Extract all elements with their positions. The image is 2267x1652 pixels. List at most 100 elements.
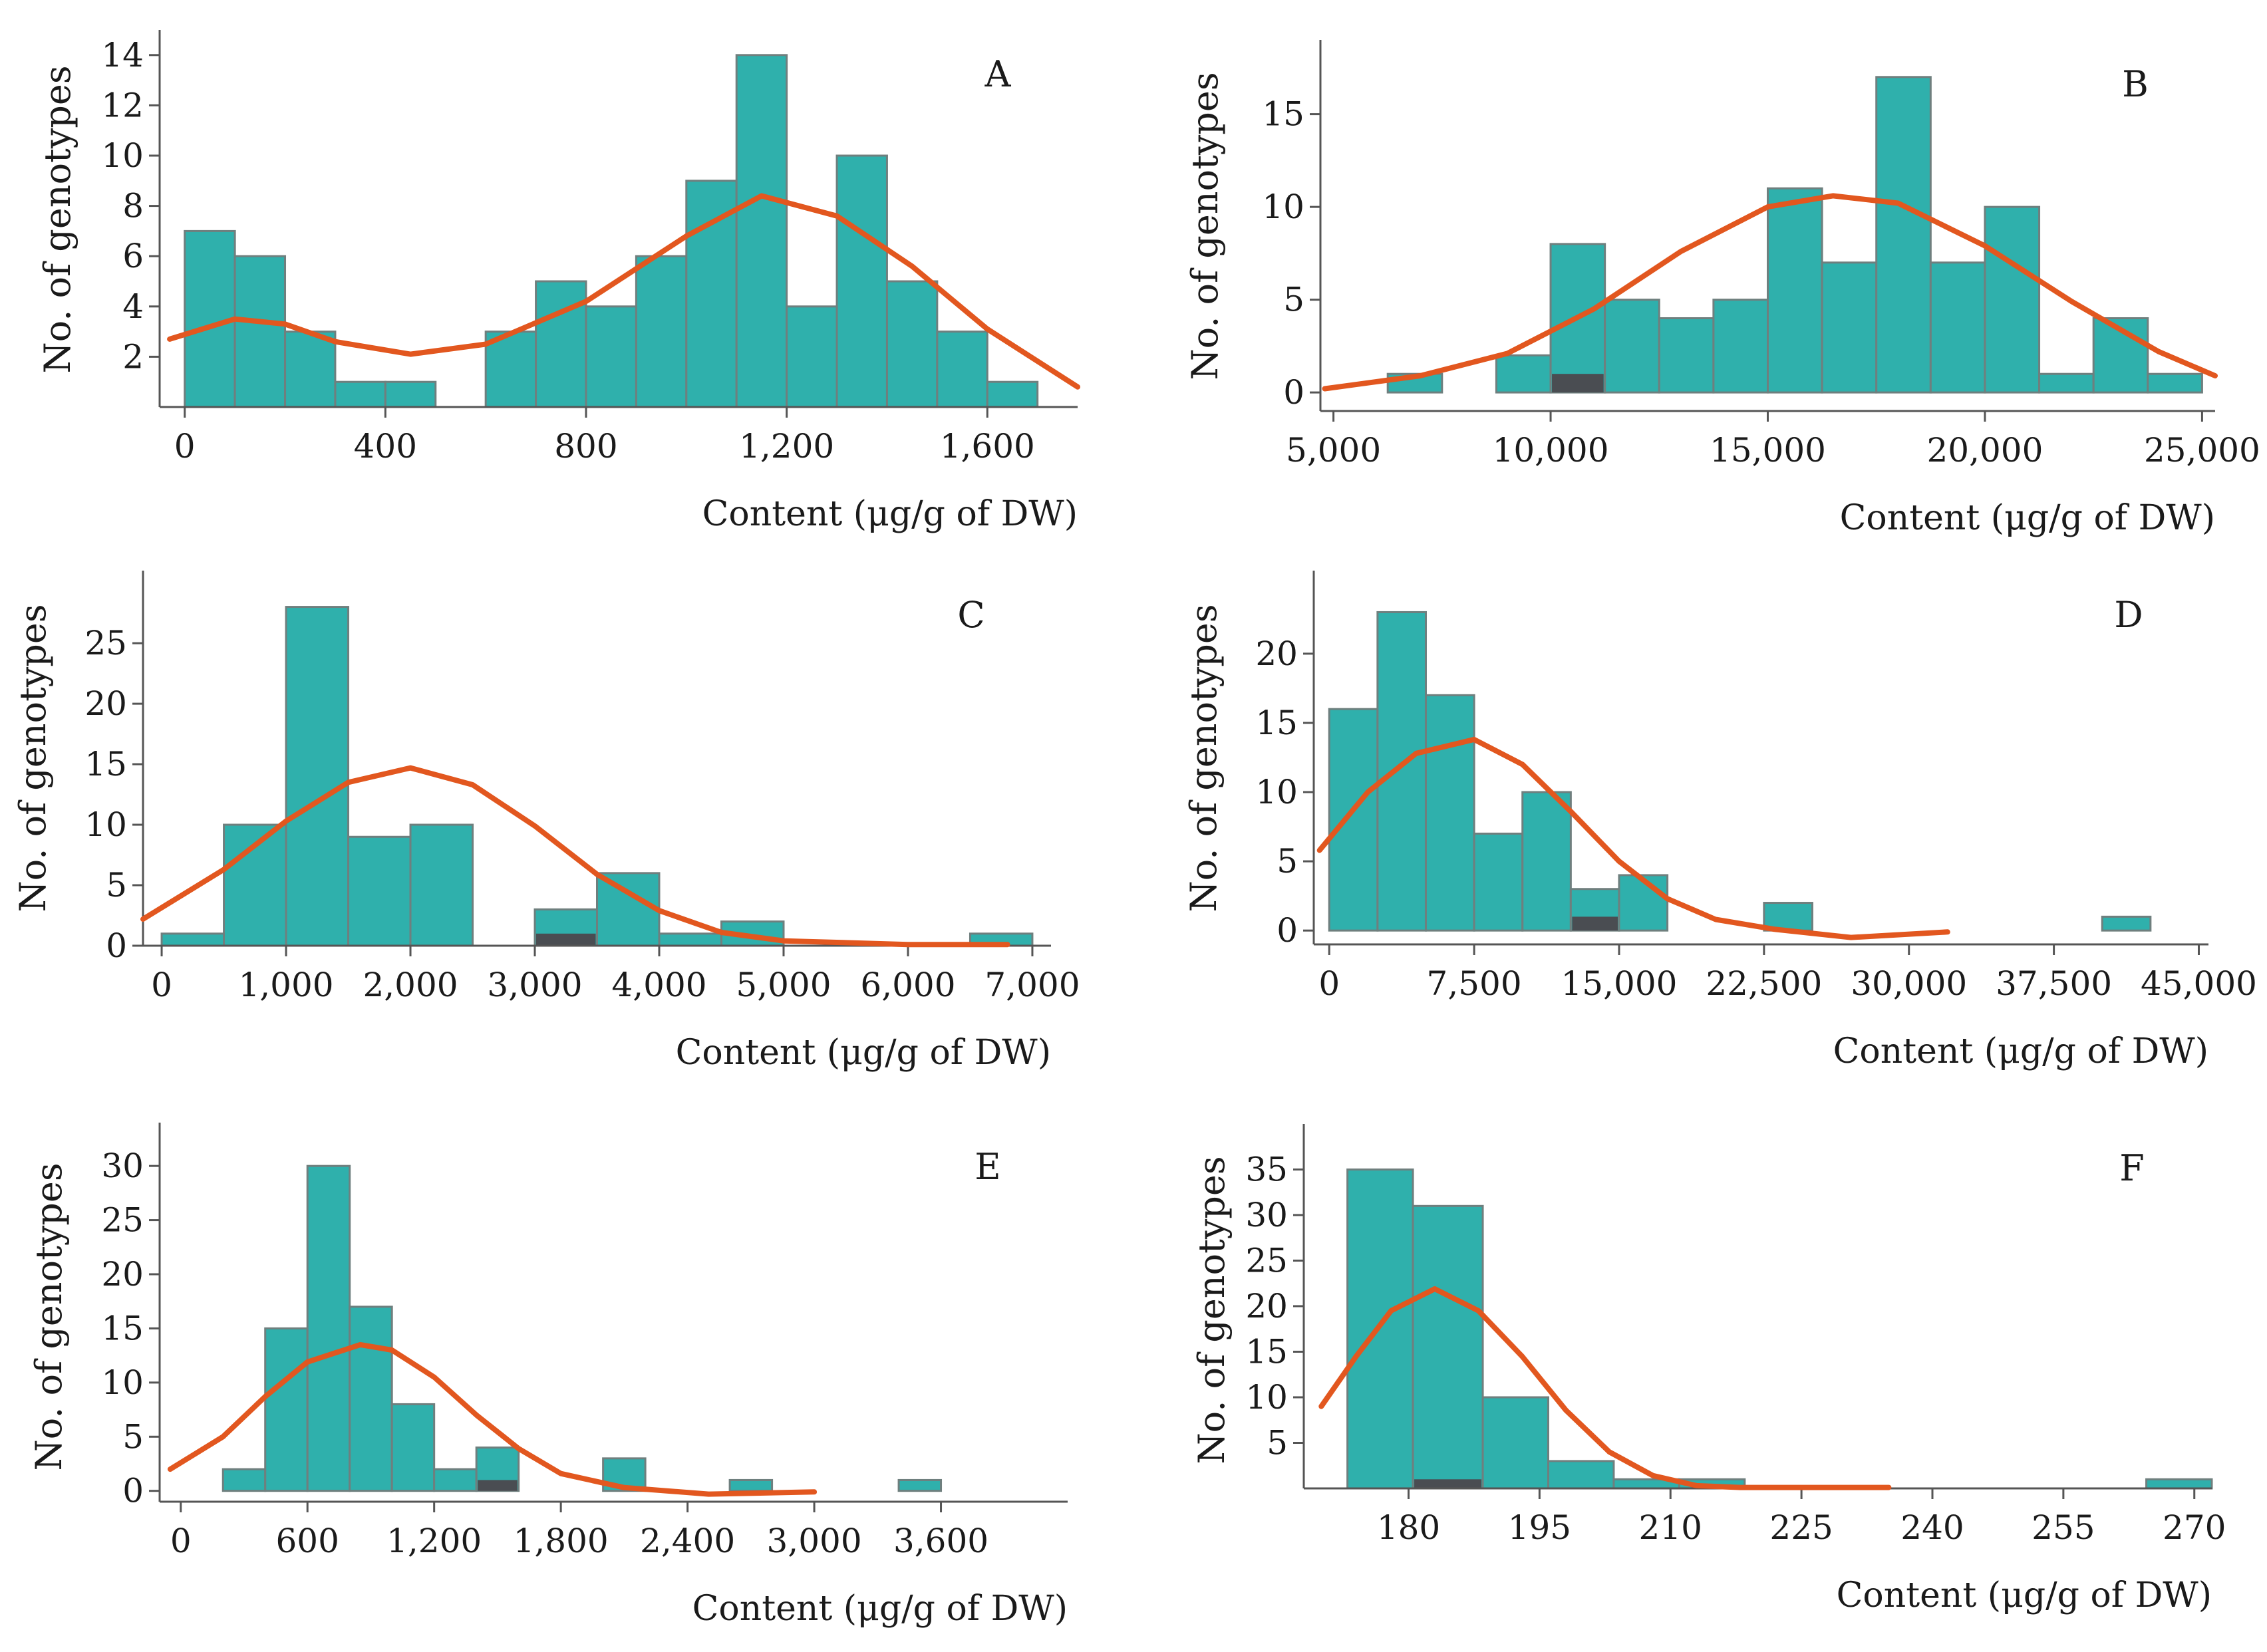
panel-f-y-tick-label: 25 bbox=[1245, 1242, 1288, 1280]
panel-f-x-tick-label: 180 bbox=[1377, 1508, 1440, 1547]
panel-a: 2 4 6 8 10 12 14 0 400 800 1,200 1,600 Content (μg/g… bbox=[37, 30, 1080, 534]
panel-c-x-tick-label: 3,000 bbox=[487, 966, 582, 1004]
panel-f-y-tick-label: 5 bbox=[1267, 1424, 1288, 1462]
panel-e-x-tick-label: 3,600 bbox=[893, 1522, 988, 1560]
panel-d-x-tick-label: 30,000 bbox=[1851, 964, 1967, 1003]
panel-b-y-axis-label: No. of genotypes bbox=[1184, 72, 1226, 380]
panel-c-x-tick-label: 4,000 bbox=[611, 966, 706, 1004]
panel-f-bar bbox=[1481, 1396, 1549, 1490]
panel-a-y-tick-label: 2 bbox=[122, 337, 144, 376]
panel-c-x-tick-label: 5,000 bbox=[736, 966, 831, 1004]
panel-b-bar bbox=[1604, 299, 1660, 394]
panel-b-y-tick-label: 15 bbox=[1262, 95, 1304, 134]
panel-e-y-tick-label: 0 bbox=[122, 1472, 144, 1510]
panel-f-y-tick-label: 30 bbox=[1245, 1196, 1288, 1234]
panel-f-x-tick-label: 255 bbox=[2032, 1508, 2095, 1547]
panel-d-bar bbox=[1424, 694, 1475, 932]
panel-e-y-tick-label: 15 bbox=[101, 1309, 144, 1347]
panel-f-y-tick-label: 15 bbox=[1245, 1333, 1288, 1371]
panel-c-x-axis-label: Content (μg/g of DW) bbox=[676, 1033, 1051, 1073]
panel-f-x-tick-label: 195 bbox=[1508, 1508, 1571, 1547]
panel-c-y-tick-label: 10 bbox=[84, 805, 127, 844]
panel-e-highlight-bar bbox=[478, 1480, 518, 1491]
panel-f-highlight-bar bbox=[1414, 1479, 1482, 1488]
panel-c-bar bbox=[160, 932, 226, 947]
panel-a-x-tick-label: 400 bbox=[354, 427, 417, 466]
panel-e-letter: E bbox=[975, 1146, 1000, 1188]
panel-a-y-axis-label: No. of genotypes bbox=[37, 65, 78, 373]
panel-c-bar bbox=[596, 872, 661, 947]
panel-a-bar bbox=[735, 54, 788, 408]
panel-a-x-tick-label: 1,600 bbox=[940, 427, 1035, 466]
panel-f-x-tick-label: 210 bbox=[1639, 1508, 1702, 1547]
panel-e-x-tick-label: 2,400 bbox=[640, 1522, 735, 1560]
panel-e-x-tick-label: 1,800 bbox=[514, 1522, 609, 1560]
panel-d-bar bbox=[1473, 832, 1524, 932]
panel-d-x-tick-label: 45,000 bbox=[2141, 964, 2257, 1003]
panel-a-bar bbox=[585, 305, 637, 408]
panel-c-y-tick-label: 15 bbox=[84, 745, 127, 783]
panel-d-bar bbox=[1328, 708, 1379, 932]
panel-d-y-tick-label: 0 bbox=[1277, 911, 1298, 950]
panel-b-fit-curve bbox=[1322, 193, 2218, 392]
panel-e-bar bbox=[728, 1478, 774, 1492]
panel-c-highlight-bar bbox=[536, 933, 596, 946]
panel-f-y-tick-label: 35 bbox=[1245, 1151, 1288, 1189]
panel-d-bar bbox=[1618, 874, 1669, 932]
panel-b-bar bbox=[1984, 206, 2041, 394]
panel-b-y-tick-label: 10 bbox=[1262, 188, 1304, 226]
panel-a-y-tick-label: 10 bbox=[101, 136, 144, 175]
panel-b-x-tick-label: 5,000 bbox=[1286, 431, 1381, 470]
panel-c-y-axis-label: No. of genotypes bbox=[12, 604, 54, 912]
panel-b-x-tick-label: 20,000 bbox=[1926, 431, 2043, 470]
panel-d-y-axis-label: No. of genotypes bbox=[1183, 604, 1225, 912]
panel-f: 5 10 15 20 25 30 35 180 195 210 225 240 255 270 Conten… bbox=[1191, 1124, 2226, 1615]
panel-d-y-tick-label: 10 bbox=[1255, 773, 1298, 811]
panel-c-fit-curve bbox=[140, 765, 1010, 948]
panel-a-bar bbox=[334, 380, 386, 408]
panel-d-x-tick-label: 7,500 bbox=[1427, 964, 1522, 1003]
panel-d-x-axis-label: Content (μg/g of DW) bbox=[1833, 1032, 2208, 1071]
panel-d-bar bbox=[1763, 902, 1813, 932]
panel-e: 0 5 10 15 20 25 30 0 600 1,200 1,800 2,400 3,000 3,60… bbox=[28, 1123, 1068, 1629]
panel-e-bar bbox=[433, 1468, 478, 1492]
panel-a-x-tick-label: 800 bbox=[554, 427, 617, 466]
panel-f-bar bbox=[1412, 1204, 1484, 1490]
panel-b-bar bbox=[1821, 261, 1878, 394]
panel-d-bar bbox=[2101, 915, 2152, 932]
panel-f-y-axis-label: No. of genotypes bbox=[1191, 1156, 1233, 1464]
panel-a-bar bbox=[835, 154, 888, 408]
panel-f-y-tick-label: 20 bbox=[1245, 1287, 1288, 1325]
panel-d-fit-curve bbox=[1316, 736, 1950, 940]
panel-c-letter: C bbox=[957, 594, 984, 636]
panel-d-x-tick-label: 15,000 bbox=[1561, 964, 1678, 1003]
panel-d-y-tick-label: 15 bbox=[1255, 704, 1298, 742]
panel-b-highlight-bar bbox=[1552, 374, 1604, 393]
panel-c-bar bbox=[409, 823, 474, 947]
panel-c-y-tick-label: 20 bbox=[84, 684, 127, 723]
panel-a-bar bbox=[936, 331, 988, 408]
panel-c-bar bbox=[347, 835, 412, 947]
panel-c-y-tick-label: 0 bbox=[106, 926, 127, 965]
panel-d: 0 5 10 15 20 0 7,500 15,000 22,500 30,000 37,500 45… bbox=[1183, 571, 2257, 1071]
panel-c-bar bbox=[285, 606, 350, 947]
panel-a-y-tick-label: 4 bbox=[122, 287, 144, 326]
panel-b-bar bbox=[1495, 354, 1552, 394]
panel-a-bar bbox=[284, 331, 337, 408]
panel-b-bar bbox=[1712, 299, 1769, 394]
panel-d-bar bbox=[1376, 611, 1427, 932]
panel-a-fit-curve bbox=[167, 193, 1080, 390]
panel-b-letter: B bbox=[2122, 63, 2149, 105]
panel-e-y-tick-label: 30 bbox=[101, 1147, 144, 1185]
panel-b-bar bbox=[1929, 261, 1986, 394]
panel-e-bar bbox=[349, 1306, 393, 1492]
panel-f-bar bbox=[2145, 1478, 2213, 1490]
panel-d-letter: D bbox=[2114, 594, 2143, 636]
panel-a-x-axis-label: Content (μg/g of DW) bbox=[702, 494, 1078, 534]
panel-b-y-tick-label: 5 bbox=[1283, 281, 1304, 319]
panel-c-x-tick-label: 7,000 bbox=[984, 966, 1080, 1004]
panel-f-y-tick-label: 10 bbox=[1245, 1378, 1288, 1417]
panel-e-bar bbox=[897, 1478, 943, 1492]
panel-b-x-tick-label: 25,000 bbox=[2144, 431, 2260, 470]
panel-e-y-tick-label: 10 bbox=[101, 1363, 144, 1402]
